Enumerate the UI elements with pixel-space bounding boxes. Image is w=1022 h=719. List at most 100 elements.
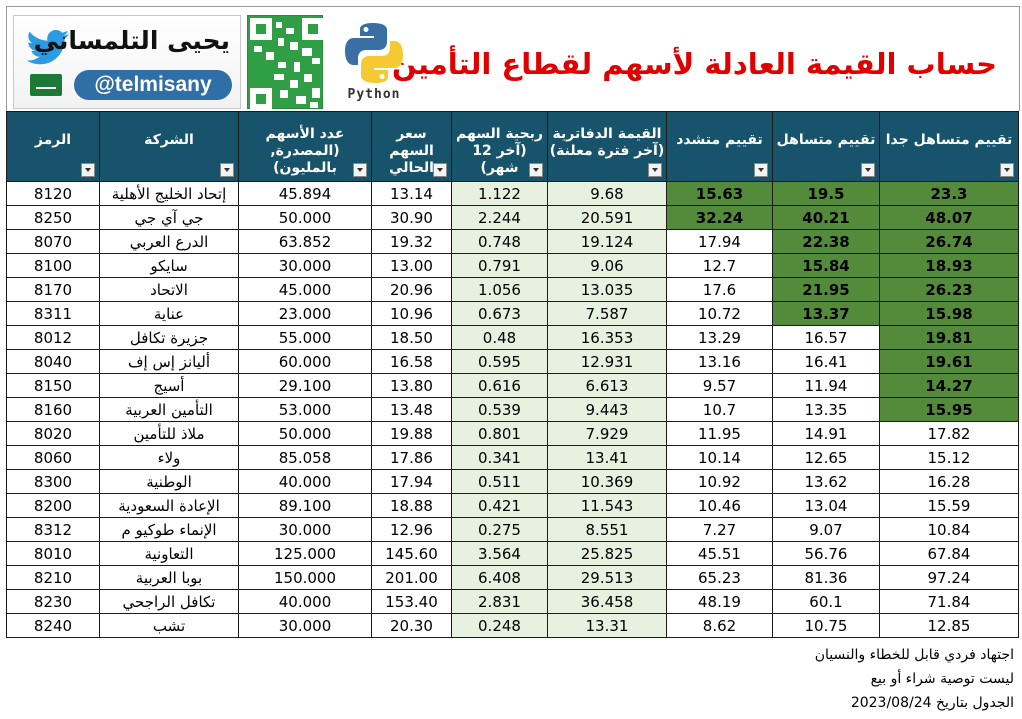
header-label: القيمة الدفاترية (آخر فترة معلنة) xyxy=(549,126,665,159)
cell-very-lenient: 15.59 xyxy=(879,493,1019,518)
cell-book: 16.353 xyxy=(547,325,667,350)
cell-shares: 85.058 xyxy=(238,445,372,470)
col-header-shares: عدد الأسهم (المصدرة, بالمليون) xyxy=(238,111,372,182)
cell-lenient: 60.1 xyxy=(772,589,880,614)
cell-very-lenient: 16.28 xyxy=(879,469,1019,494)
qr-module xyxy=(290,42,298,50)
filter-dropdown-icon[interactable] xyxy=(353,163,367,177)
cell-book: 6.613 xyxy=(547,373,667,398)
author-name: يحيى التلمساني xyxy=(33,26,230,55)
filter-dropdown-icon[interactable] xyxy=(529,163,543,177)
filter-dropdown-icon[interactable] xyxy=(81,163,95,177)
cell-lenient: 9.07 xyxy=(772,517,880,542)
cell-lenient: 22.38 xyxy=(772,229,880,254)
cell-price: 153.40 xyxy=(371,589,452,614)
cell-company: إتحاد الخليج الأهلية xyxy=(99,181,239,206)
filter-dropdown-icon[interactable] xyxy=(433,163,447,177)
table-row: 8020 ملاذ للتأمين 50.000 19.88 0.801 7.929 11.… xyxy=(6,421,1019,446)
cell-company: سايكو xyxy=(99,253,239,278)
cell-company: ولاء xyxy=(99,445,239,470)
cell-code: 8160 xyxy=(6,397,100,422)
cell-book: 13.31 xyxy=(547,613,667,638)
cell-price: 10.96 xyxy=(371,301,452,326)
cell-eps: 0.595 xyxy=(451,349,548,374)
cell-strict: 10.72 xyxy=(666,301,773,326)
cell-code: 8070 xyxy=(6,229,100,254)
cell-book: 20.591 xyxy=(547,205,667,230)
cell-code: 8170 xyxy=(6,277,100,302)
table-row: 8012 جزيرة تكافل 55.000 18.50 0.48 16.353 13.2… xyxy=(6,325,1019,350)
qr-module xyxy=(312,58,320,64)
cell-company: جزيرة تكافل xyxy=(99,325,239,350)
cell-book: 10.369 xyxy=(547,469,667,494)
cell-strict: 13.29 xyxy=(666,325,773,350)
table-row: 8150 أسيج 29.100 13.80 0.616 6.613 9.57 11.94 14… xyxy=(6,373,1019,398)
cell-very-lenient: 15.12 xyxy=(879,445,1019,470)
cell-company: التعاونية xyxy=(99,541,239,566)
cell-code: 8060 xyxy=(6,445,100,470)
header-label: ربحية السهم (آخر 12 شهر) xyxy=(455,126,543,176)
cell-code: 8010 xyxy=(6,541,100,566)
cell-lenient: 13.62 xyxy=(772,469,880,494)
cell-code: 8150 xyxy=(6,373,100,398)
cell-shares: 50.000 xyxy=(238,421,372,446)
cell-strict: 9.57 xyxy=(666,373,773,398)
col-header-strict: تقييم متشدد xyxy=(666,111,773,182)
col-header-price: سعر السهم الحالي xyxy=(371,111,452,182)
filter-dropdown-icon[interactable] xyxy=(1000,163,1014,177)
cell-eps: 0.616 xyxy=(451,373,548,398)
cell-strict: 17.94 xyxy=(666,229,773,254)
cell-code: 8012 xyxy=(6,325,100,350)
cell-eps: 0.801 xyxy=(451,421,548,446)
table-row: 8160 التأمين العربية 53.000 13.48 0.539 9.443… xyxy=(6,397,1019,422)
cell-lenient: 40.21 xyxy=(772,205,880,230)
cell-code: 8200 xyxy=(6,493,100,518)
cell-shares: 55.000 xyxy=(238,325,372,350)
cell-lenient: 56.76 xyxy=(772,541,880,566)
valuation-table: الرمز الشركة عدد الأسهم (المصدرة, بالملي… xyxy=(6,111,1019,638)
twitter-icon xyxy=(26,30,70,65)
cell-price: 13.80 xyxy=(371,373,452,398)
python-logo: Python xyxy=(337,21,411,103)
cell-code: 8210 xyxy=(6,565,100,590)
cell-lenient: 16.41 xyxy=(772,349,880,374)
cell-very-lenient: 14.27 xyxy=(879,373,1019,398)
cell-price: 201.00 xyxy=(371,565,452,590)
cell-very-lenient: 10.84 xyxy=(879,517,1019,542)
cell-shares: 150.000 xyxy=(238,565,372,590)
cell-very-lenient: 12.85 xyxy=(879,613,1019,638)
cell-strict: 48.19 xyxy=(666,589,773,614)
qr-module xyxy=(296,96,306,104)
cell-lenient: 21.95 xyxy=(772,277,880,302)
cell-book: 8.551 xyxy=(547,517,667,542)
cell-very-lenient: 15.98 xyxy=(879,301,1019,326)
table-row: 8250 جي آي جي 50.000 30.90 2.244 20.591 32.24 4… xyxy=(6,205,1019,230)
qr-code xyxy=(247,15,324,110)
header-row: الرمز الشركة عدد الأسهم (المصدرة, بالملي… xyxy=(6,111,1019,182)
cell-company: أسيج xyxy=(99,373,239,398)
cell-very-lenient: 97.24 xyxy=(879,565,1019,590)
cell-lenient: 19.5 xyxy=(772,181,880,206)
filter-dropdown-icon[interactable] xyxy=(220,163,234,177)
cell-strict: 10.92 xyxy=(666,469,773,494)
cell-strict: 65.23 xyxy=(666,565,773,590)
cell-very-lenient: 67.84 xyxy=(879,541,1019,566)
table-date: الجدول بتاريخ 2023/08/24 xyxy=(850,695,1014,711)
cell-very-lenient: 19.81 xyxy=(879,325,1019,350)
filter-dropdown-icon[interactable] xyxy=(754,163,768,177)
cell-price: 145.60 xyxy=(371,541,452,566)
cell-company: جي آي جي xyxy=(99,205,239,230)
cell-price: 19.32 xyxy=(371,229,452,254)
cell-price: 20.30 xyxy=(371,613,452,638)
cell-company: الاتحاد xyxy=(99,277,239,302)
cell-company: الدرع العربي xyxy=(99,229,239,254)
cell-shares: 125.000 xyxy=(238,541,372,566)
page-title: حساب القيمة العادلة لأسهم لقطاع التأمين xyxy=(391,47,997,81)
disclaimer-line: ليست توصية شراء أو بيع xyxy=(870,671,1014,687)
cell-company: تكافل الراجحي xyxy=(99,589,239,614)
cell-eps: 0.539 xyxy=(451,397,548,422)
filter-dropdown-icon[interactable] xyxy=(861,163,875,177)
cell-price: 18.50 xyxy=(371,325,452,350)
filter-dropdown-icon[interactable] xyxy=(648,163,662,177)
header-label: سعر السهم الحالي xyxy=(389,126,434,176)
